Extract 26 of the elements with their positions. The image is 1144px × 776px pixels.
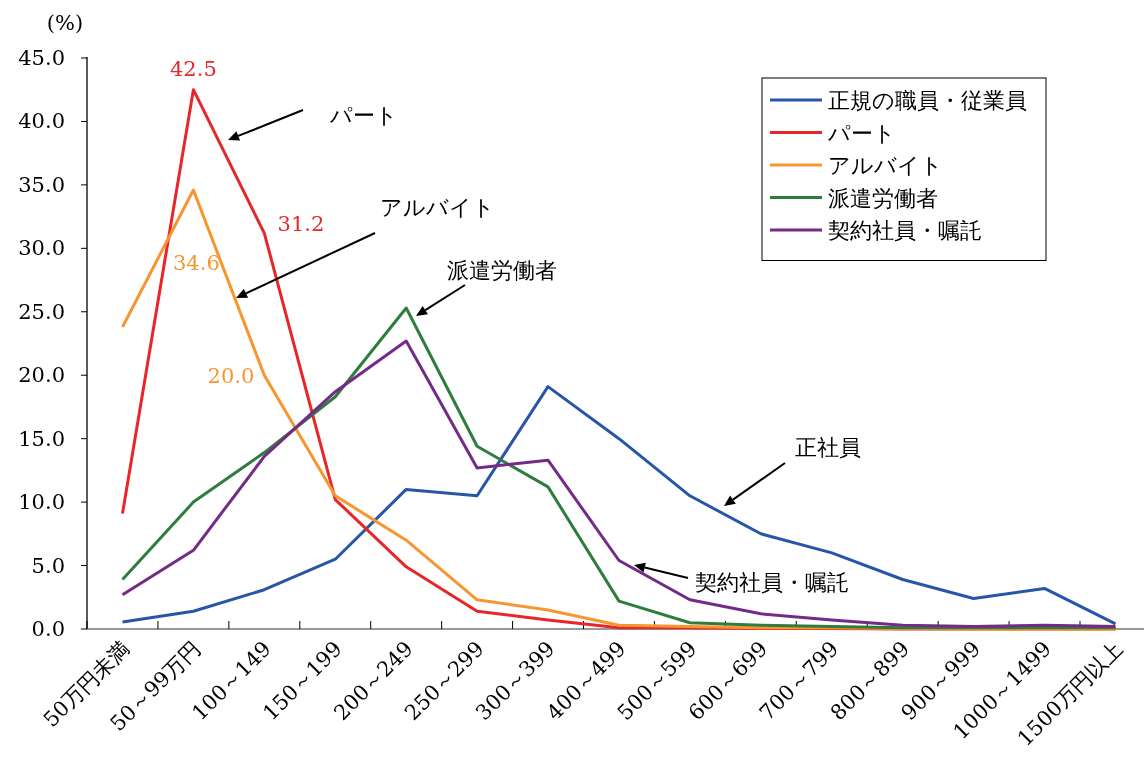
data-label: 42.5 [170, 56, 217, 81]
y-tick-label: 20.0 [18, 363, 65, 388]
data-label: 20.0 [207, 364, 255, 389]
annotation: 派遣労働者 [447, 258, 557, 283]
y-axis-title: (%) [46, 11, 84, 35]
legend-label: アルバイト [828, 153, 943, 178]
legend-label: パート [827, 120, 896, 146]
y-tick-label: 15.0 [18, 426, 65, 451]
legend-label: 派遣労働者 [828, 185, 938, 211]
data-label: 31.2 [277, 212, 325, 237]
y-tick-label: 5.0 [31, 553, 65, 578]
y-tick-label: 10.0 [18, 490, 65, 515]
y-tick-label: 30.0 [18, 236, 65, 261]
annotation: アルバイト [380, 195, 495, 220]
annotation: パート [329, 103, 398, 128]
data-label: 34.6 [173, 250, 220, 275]
line-series [121, 385, 1117, 626]
y-tick-label: 25.0 [18, 299, 65, 324]
y-tick-label: 40.0 [18, 109, 65, 134]
y-tick-label: 45.0 [18, 46, 65, 70]
legend-label: 正規の職員・従業員 [828, 88, 1027, 113]
annotation: 正社員 [795, 435, 861, 460]
annotation: 契約社員・嘱託 [695, 570, 849, 595]
legend-label: 契約社員・嘱託 [828, 218, 982, 243]
y-tick-label: 0.0 [31, 617, 65, 641]
y-tick-label: 35.0 [18, 172, 65, 197]
